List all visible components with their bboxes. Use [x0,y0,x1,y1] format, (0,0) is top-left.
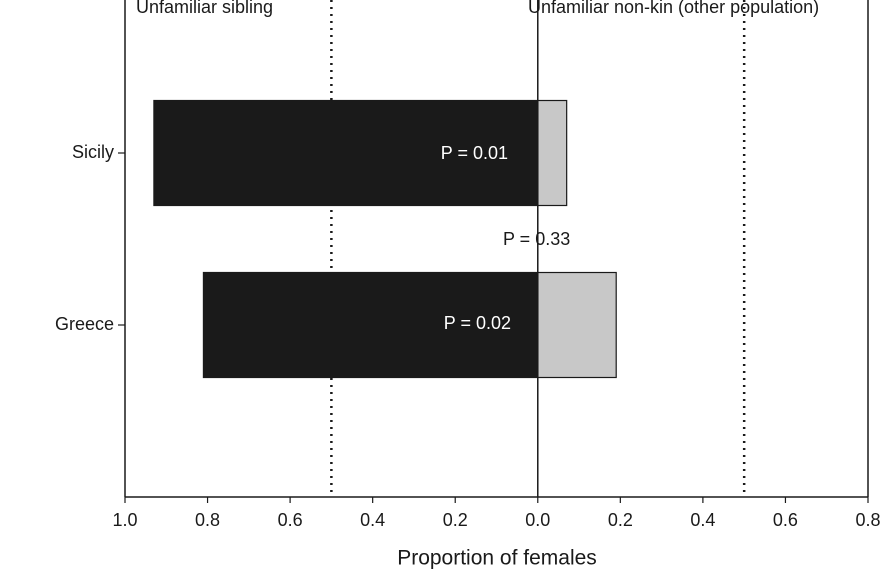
bar [202,271,539,379]
x-tick-label: 0.8 [855,510,880,530]
bar [537,99,568,207]
x-tick-label: 0.6 [278,510,303,530]
x-tick-label: 0.4 [690,510,715,530]
x-tick-label: 0.0 [525,510,550,530]
x-tick-label: 0.4 [360,510,385,530]
x-tick-label: 0.2 [608,510,633,530]
y-tick-label: Sicily [72,142,114,162]
x-tick-label: 0.2 [443,510,468,530]
annotation: P = 0.33 [503,229,570,249]
x-tick-label: 1.0 [112,510,137,530]
series-label: Unfamiliar sibling [136,0,273,17]
x-axis-label: Proportion of females [397,547,597,569]
x-tick-label: 0.8 [195,510,220,530]
series-label: Unfamiliar non-kin (other population) [528,0,819,17]
bar [537,271,617,379]
annotation: P = 0.01 [441,143,508,163]
y-tick-label: Greece [55,314,114,334]
annotation: P = 0.02 [444,313,511,333]
bar [153,99,539,207]
x-tick-label: 0.6 [773,510,798,530]
